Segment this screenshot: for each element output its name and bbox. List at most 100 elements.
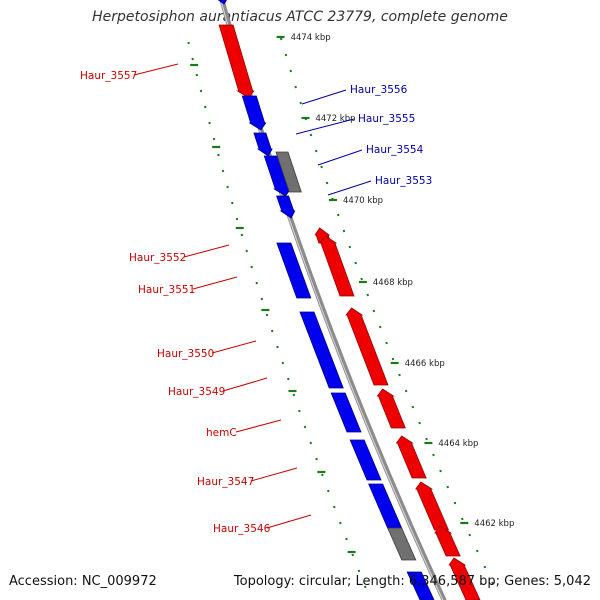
gene-label: Haur_3550 <box>157 348 214 360</box>
ruler-tick <box>364 585 367 589</box>
ruler-tick <box>339 521 342 525</box>
ruler-tick <box>212 137 216 141</box>
gene-feature-forward <box>448 557 481 600</box>
gene-label-leader <box>327 180 372 196</box>
gene-feature-reverse <box>349 439 382 481</box>
ruler-tick <box>276 345 279 349</box>
ruler-tick <box>221 169 225 173</box>
gene-feature-reverse <box>276 242 312 299</box>
ruler-tick <box>281 361 285 365</box>
gene-feature-forward <box>395 435 427 479</box>
gene-feature-forward <box>218 24 255 99</box>
ruler-tick <box>432 453 435 457</box>
ruler-tick <box>378 325 382 329</box>
ruler-tick <box>299 101 302 105</box>
ruler-tick <box>314 149 318 153</box>
gene-feature-reverse <box>299 311 344 389</box>
gene-label-leader <box>317 149 363 166</box>
gene-label: Haur_3547 <box>197 476 254 488</box>
ruler-tick <box>265 313 269 317</box>
ruler-tick <box>333 505 336 509</box>
gene-feature-forward <box>319 235 355 297</box>
gene-feature-reverse <box>253 132 273 157</box>
gene-label-leader <box>192 276 238 290</box>
gene-label: Haur_3557 <box>80 70 137 82</box>
ruler-tick <box>240 233 244 237</box>
ruler-tick <box>255 281 258 285</box>
ruler-tick <box>208 121 211 125</box>
gene-feature-forward <box>345 307 389 386</box>
ruler-tick <box>203 105 207 109</box>
ruler-tick <box>372 309 376 313</box>
ruler-tick <box>294 85 297 89</box>
ruler-tick <box>231 201 234 205</box>
ruler-tick <box>461 517 464 521</box>
ruler-tick <box>320 165 323 169</box>
ruler-tick <box>260 297 264 301</box>
ruler-tick <box>342 229 346 233</box>
gene-label: Haur_3555 <box>358 113 415 125</box>
gene-label: Haur_3551 <box>138 284 195 296</box>
ruler-tick <box>217 153 220 157</box>
ruler-tick <box>475 549 479 553</box>
inner-ruler-track <box>187 41 367 589</box>
ruler-tick <box>446 485 449 489</box>
ruler-tick <box>226 185 229 189</box>
ruler-tick <box>199 89 203 93</box>
gene-label: Haur_3546 <box>213 523 271 535</box>
ruler-tick <box>315 457 318 461</box>
gene-feature-forward <box>376 388 406 429</box>
ruler-tick <box>292 393 296 397</box>
gene-label-leader <box>183 244 230 258</box>
ruler-tick <box>366 293 370 297</box>
gene-label-leader <box>301 89 347 105</box>
ruler-label: 4462 kbp <box>474 519 514 529</box>
genome-backbone <box>219 0 447 600</box>
ruler-tick <box>398 373 401 377</box>
gene-label: hemC <box>206 427 237 439</box>
gene-label-leader <box>266 514 312 529</box>
ruler-label: 4468 kbp <box>373 278 413 288</box>
ruler-tick <box>425 437 428 441</box>
ruler-tick <box>327 489 330 493</box>
ruler-tick <box>483 565 487 569</box>
ruler-tick <box>491 581 494 585</box>
ruler-tick <box>287 377 290 381</box>
ruler-tick <box>453 501 457 505</box>
ruler-label: 4472 kbp <box>315 114 355 124</box>
gene-feature-forward <box>434 525 461 557</box>
ruler-tick <box>351 553 354 557</box>
ruler-tick <box>284 53 288 57</box>
ruler-tick <box>321 473 324 477</box>
gene-feature-forward <box>415 481 450 531</box>
ruler-tick <box>303 425 307 429</box>
ruler-tick <box>360 277 363 281</box>
gene-feature-reverse <box>241 95 267 131</box>
ruler-tick <box>336 213 340 217</box>
ruler-tick <box>250 265 253 269</box>
genome-summary-text: Topology: circular; Length: 6,346,587 bp… <box>233 574 591 589</box>
ruler-tick <box>298 409 301 413</box>
ruler-label: 4464 kbp <box>438 439 478 449</box>
ruler-tick <box>391 357 395 361</box>
gene-feature-reverse <box>330 392 362 433</box>
gene-feature-other <box>387 527 417 561</box>
ruler-tick <box>279 37 283 41</box>
genome-backbone-highlight <box>220 0 444 600</box>
gene-feature-reverse <box>217 0 227 5</box>
accession-text: Accession: NC_009972 <box>9 574 157 589</box>
ruler-label: 4466 kbp <box>405 359 445 369</box>
gene-feature-other <box>275 151 302 193</box>
gene-label: Haur_3552 <box>129 252 186 264</box>
gene-label-leader <box>250 467 298 482</box>
gene-label-leader <box>295 118 355 135</box>
ruler-label: 4470 kbp <box>343 196 383 206</box>
ruler-tick <box>195 73 199 77</box>
ruler-tick <box>354 261 357 265</box>
ruler-tick <box>348 245 352 249</box>
gene-label: Haur_3556 <box>350 84 408 96</box>
ruler-tick <box>309 441 313 445</box>
ruler-label: 4474 kbp <box>291 33 331 43</box>
gene-label-leader <box>235 419 282 433</box>
